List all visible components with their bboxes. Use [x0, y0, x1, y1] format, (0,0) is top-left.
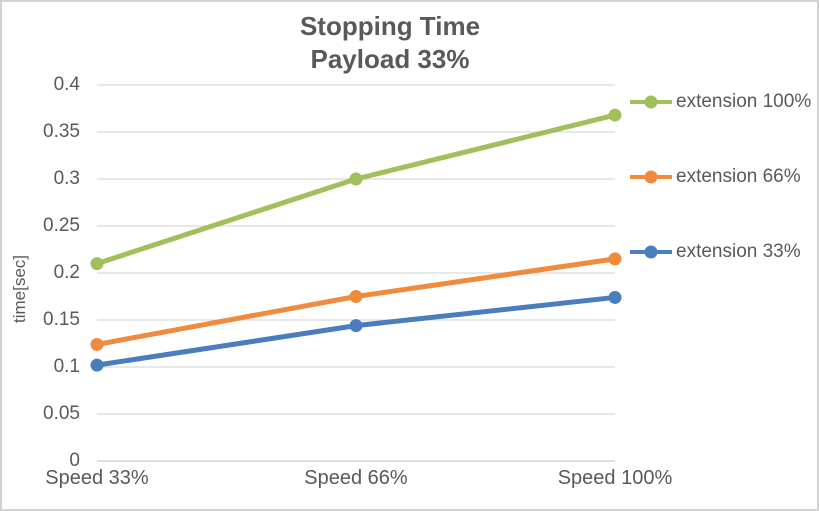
data-point-marker-extension-66-	[608, 252, 622, 266]
y-tick-label: 0.25	[43, 215, 80, 236]
y-tick-label: 0.3	[53, 168, 80, 189]
legend-line-marker-icon	[630, 170, 672, 184]
legend-item: extension 66%	[628, 165, 811, 189]
chart-title-line2: Payload 33%	[310, 44, 470, 74]
data-point-marker-extension-66-	[349, 290, 363, 303]
legend-line-marker-icon	[630, 95, 672, 109]
legend-line-marker-icon	[630, 245, 672, 259]
y-tick-label: 0	[69, 450, 80, 471]
y-tick-label: 0.4	[53, 74, 80, 95]
x-category-label: Speed 66%	[304, 467, 408, 489]
legend-item: extension 100%	[628, 90, 811, 114]
legend-label: extension 33%	[676, 241, 801, 262]
series-line-extension-100-	[94, 112, 618, 267]
y-tick-label: 0.35	[43, 121, 80, 142]
chart-title-line1: Stopping Time	[299, 11, 481, 41]
data-point-marker-extension-100-	[90, 257, 104, 271]
data-point-marker-extension-100-	[349, 172, 363, 186]
x-category-label: Speed 33%	[45, 467, 149, 489]
legend: extension 100% extension 66% extension 33%	[628, 90, 811, 264]
y-tick-label: 0.1	[53, 356, 80, 377]
chart-title: Stopping Time Payload 33%	[2, 10, 778, 76]
legend-label: extension 66%	[676, 166, 801, 187]
data-point-marker-extension-33-	[608, 290, 622, 304]
legend-item: extension 33%	[628, 240, 811, 264]
data-point-marker-extension-33-	[349, 319, 363, 333]
data-point-marker-extension-66-	[90, 337, 104, 351]
data-point-marker-extension-33-	[90, 358, 104, 372]
data-point-marker-extension-100-	[608, 108, 622, 122]
x-category-label: Speed 100%	[557, 467, 673, 489]
y-tick-label: 0.15	[43, 309, 80, 330]
y-tick-label: 0.2	[53, 262, 80, 283]
legend-label: extension 100%	[676, 91, 812, 112]
y-tick-label: 0.05	[43, 403, 80, 424]
